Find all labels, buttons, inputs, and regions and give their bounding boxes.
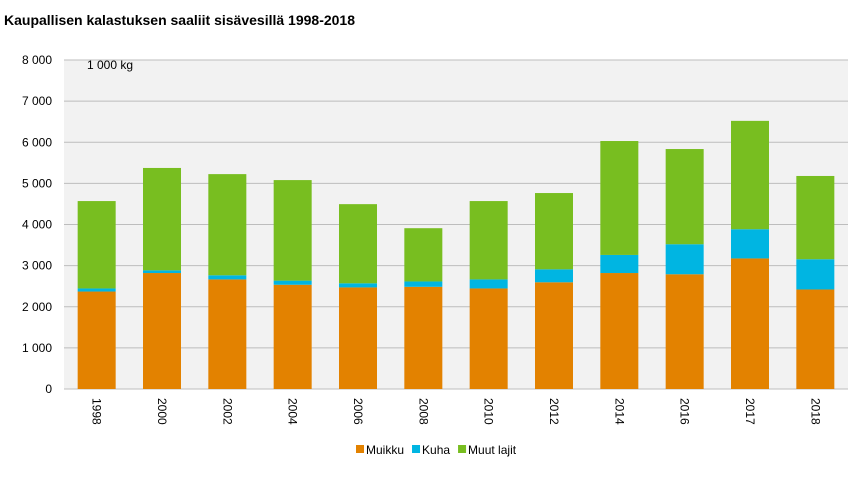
bar-kuha-2014 [600, 254, 639, 274]
bar-muikku-1998 [77, 291, 116, 389]
x-tick-label: 2000 [155, 398, 169, 425]
y-tick-label: 6 000 [22, 135, 52, 149]
legend-label: Muikku [366, 443, 404, 457]
bar-muikku-2000 [143, 273, 181, 389]
bar-muut-lajit-2014 [600, 141, 639, 255]
bar-muikku-2006 [339, 287, 377, 389]
x-tick-label: 2002 [220, 398, 234, 425]
bar-kuha-2010 [469, 279, 508, 289]
y-tick-label: 2 000 [22, 300, 52, 314]
legend-swatch [356, 445, 364, 453]
bar-kuha-2008 [404, 281, 443, 287]
bar-muikku-2014 [600, 273, 639, 389]
y-tick-label: 4 000 [22, 218, 52, 232]
legend-label: Kuha [422, 443, 450, 457]
bar-muut-lajit-2017 [731, 120, 769, 230]
bar-muut-lajit-1998 [77, 201, 116, 289]
bar-muikku-2004 [273, 284, 312, 389]
bar-muikku-2016 [665, 274, 704, 389]
x-tick-label: 2016 [678, 398, 692, 425]
bar-muikku-2012 [535, 282, 573, 389]
bar-kuha-2002 [208, 275, 247, 280]
x-tick-label: 2010 [482, 398, 496, 425]
bar-muikku-2008 [404, 286, 443, 389]
chart-title: Kaupallisen kalastuksen saaliit sisävesi… [4, 12, 355, 28]
bar-muut-lajit-2018 [796, 175, 835, 260]
unit-label: 1 000 kg [87, 58, 133, 72]
y-tick-label: 3 000 [22, 259, 52, 273]
bar-kuha-1998 [77, 288, 116, 292]
x-tick-label: 2008 [416, 398, 430, 425]
legend-swatch [458, 445, 467, 453]
x-tick-label: 2006 [351, 398, 365, 425]
bar-kuha-2012 [535, 269, 573, 283]
x-tick-label: 1998 [90, 398, 104, 425]
bar-muut-lajit-2006 [339, 204, 377, 284]
x-tick-label: 2014 [612, 398, 626, 425]
bar-kuha-2004 [273, 280, 312, 285]
bar-kuha-2006 [339, 283, 377, 288]
bar-muut-lajit-2010 [469, 201, 508, 280]
y-tick-label: 7 000 [22, 94, 52, 108]
bar-kuha-2016 [665, 244, 704, 275]
bar-kuha-2018 [796, 259, 835, 290]
y-tick-label: 0 [45, 382, 52, 396]
x-tick-label: 2017 [743, 398, 757, 425]
bar-muut-lajit-2000 [143, 167, 181, 271]
y-tick-label: 8 000 [22, 53, 52, 67]
bar-muikku-2002 [208, 279, 247, 389]
x-tick-label: 2018 [808, 398, 822, 425]
bar-muut-lajit-2002 [208, 174, 247, 276]
bar-muut-lajit-2016 [665, 149, 704, 245]
bar-muut-lajit-2012 [535, 193, 573, 270]
legend-swatch [412, 445, 421, 453]
bar-muikku-2010 [469, 288, 508, 389]
x-tick-label: 2012 [547, 398, 561, 425]
y-tick-label: 5 000 [22, 176, 52, 190]
legend-label: Muut lajit [468, 443, 517, 457]
y-tick-label: 1 000 [22, 341, 52, 355]
bar-muikku-2017 [731, 258, 769, 389]
bar-muut-lajit-2008 [404, 228, 443, 282]
bar-kuha-2017 [731, 229, 769, 259]
bar-muikku-2018 [796, 289, 835, 389]
bar-muut-lajit-2004 [273, 180, 312, 281]
x-tick-label: 2004 [286, 398, 300, 425]
bar-kuha-2000 [143, 270, 181, 274]
